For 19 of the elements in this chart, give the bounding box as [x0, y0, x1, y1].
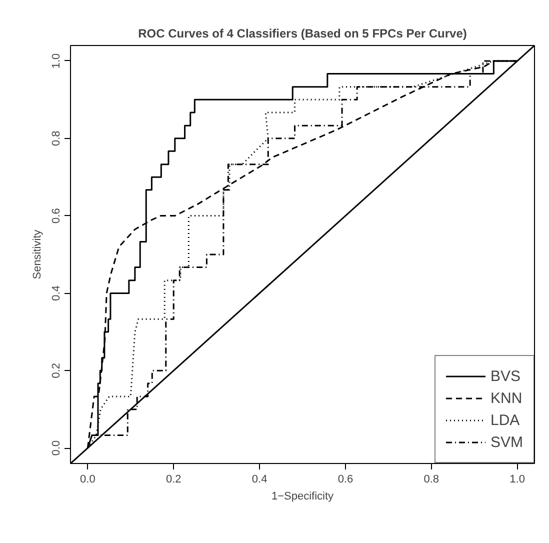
y-tick-label: 0.8	[50, 130, 62, 146]
x-axis-title: 1−Specificity	[271, 490, 334, 502]
x-tick-label: 0.4	[252, 474, 268, 486]
legend-label: SVM	[490, 434, 523, 450]
y-axis-title: Sensitivity	[32, 229, 44, 280]
chart-title: ROC Curves of 4 Classifiers (Based on 5 FPCs Per Curve)	[138, 26, 467, 40]
y-tick-label: 0.4	[50, 286, 62, 301]
y-tick-label: 1.0	[50, 53, 62, 69]
y-tick-label: 0.2	[50, 362, 62, 378]
legend-label: BVS	[490, 368, 520, 384]
x-tick-label: 0.8	[424, 474, 440, 486]
legend-label: KNN	[490, 390, 522, 406]
x-tick-label: 0.2	[166, 474, 182, 486]
x-tick-label: 1.0	[510, 474, 525, 486]
y-tick-label: 0.6	[50, 208, 62, 224]
legend-label: LDA	[490, 412, 520, 428]
x-tick-label: 0.0	[80, 474, 96, 486]
y-tick-label: 0.0	[50, 440, 62, 456]
x-tick-label: 0.6	[338, 474, 354, 486]
